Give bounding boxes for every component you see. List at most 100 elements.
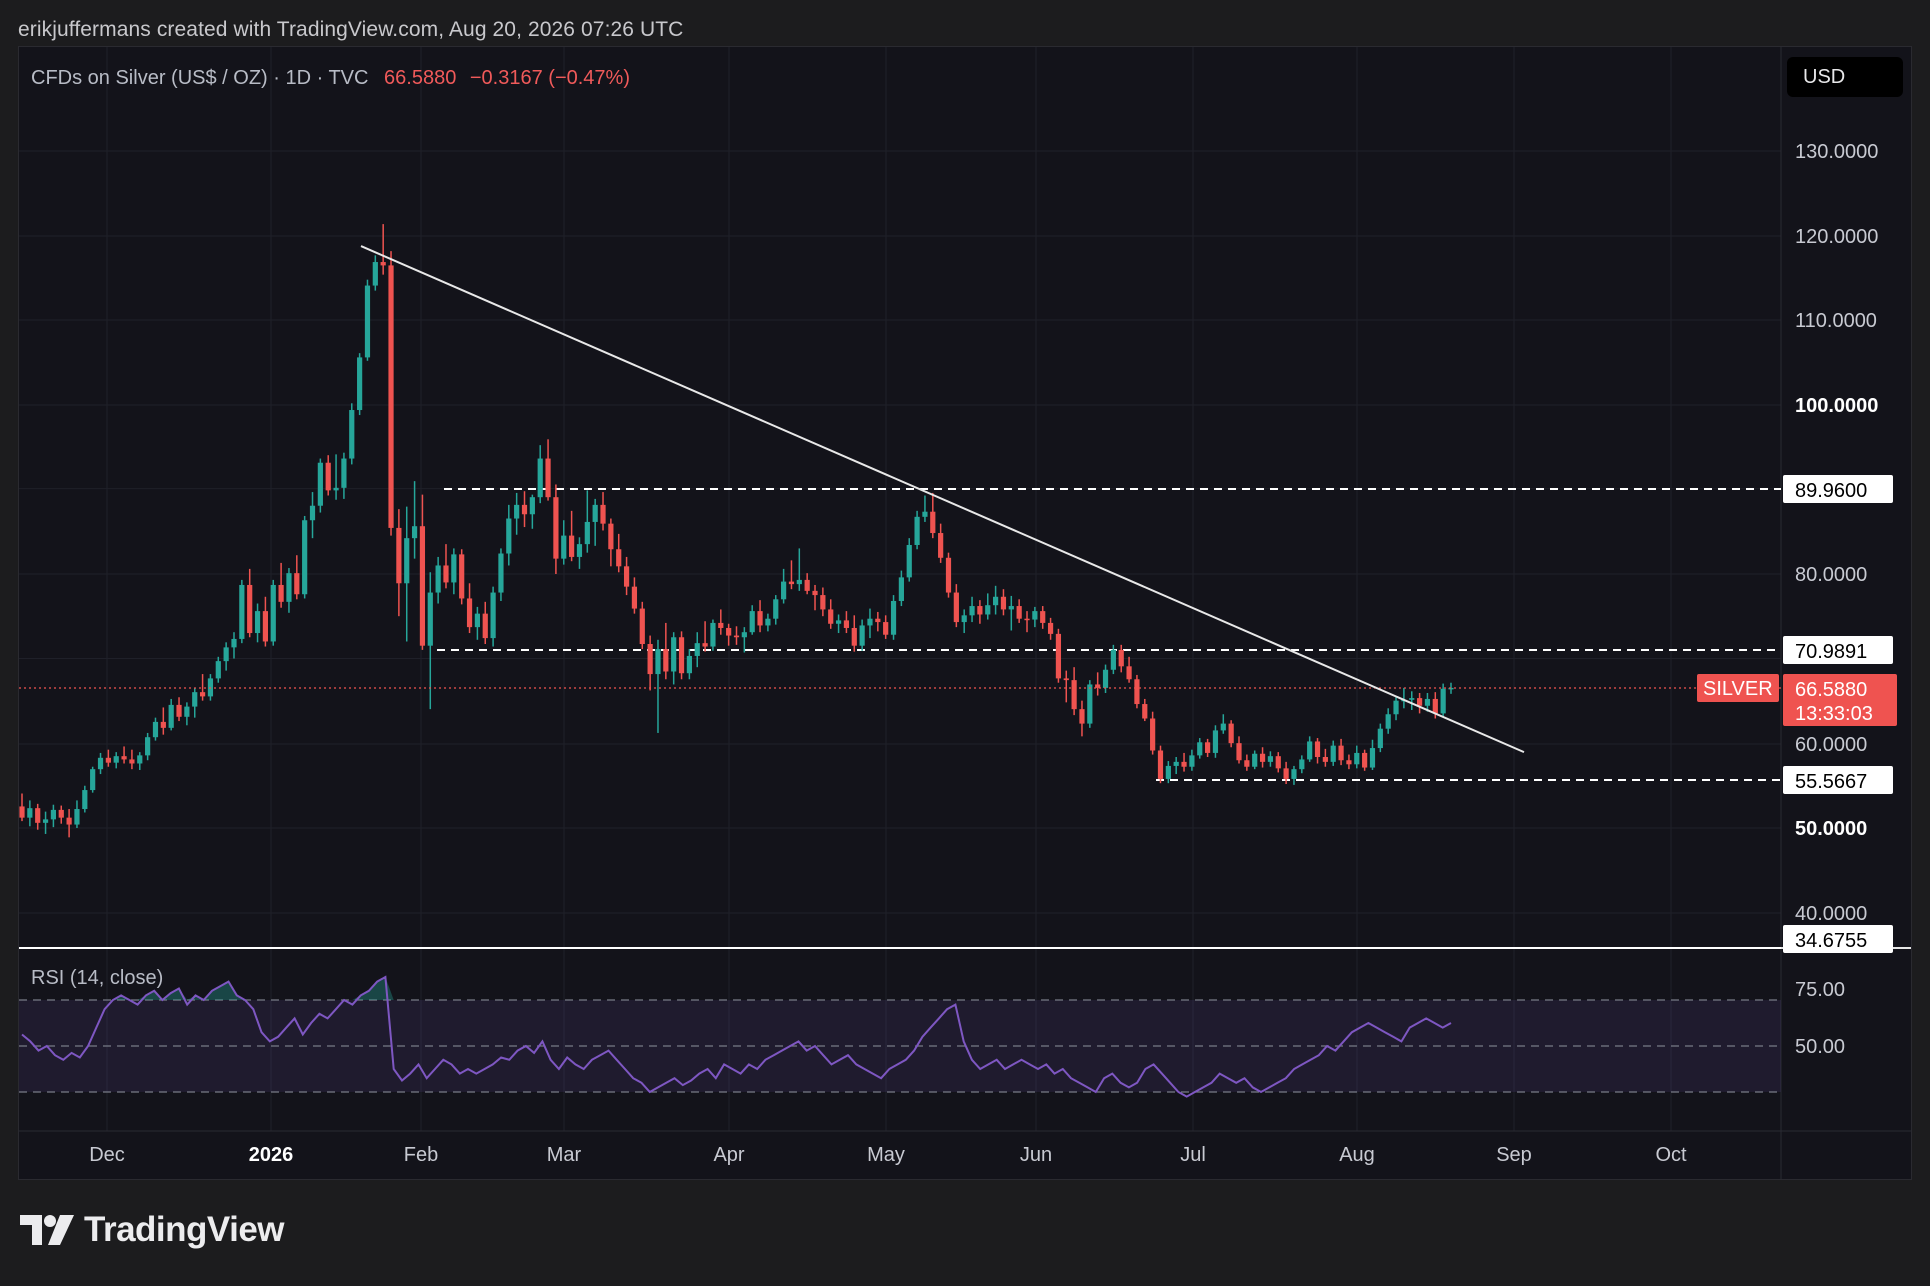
chart-credit: erikjuffermans created with TradingView.… — [18, 18, 684, 41]
candle-body — [137, 755, 143, 764]
candle-body — [50, 809, 57, 820]
candle-body — [1102, 669, 1109, 688]
candle-body — [1440, 688, 1446, 714]
candle-body — [270, 584, 276, 642]
candle-body — [655, 649, 661, 675]
candle-body — [145, 737, 151, 756]
candle-body — [121, 756, 127, 760]
candle-body — [514, 504, 520, 519]
rsi-legend[interactable]: RSI (14, close) — [31, 967, 164, 989]
candle-body — [1330, 745, 1336, 762]
candle-body — [639, 608, 645, 645]
candle-body — [545, 458, 551, 498]
candle-body — [309, 505, 316, 521]
candle-body — [686, 655, 692, 674]
time-tick-label: Sep — [1496, 1144, 1532, 1166]
time-tick-label: Aug — [1339, 1144, 1375, 1166]
candle-body — [569, 535, 575, 557]
candle-body — [922, 511, 928, 517]
candle-body — [35, 808, 41, 823]
candle-body — [364, 285, 371, 358]
candle-body — [380, 262, 386, 266]
descending-trendline — [360, 245, 1525, 754]
candle-body — [262, 611, 269, 642]
candle-body — [521, 504, 528, 515]
candle-body — [592, 504, 598, 522]
candle-body — [168, 704, 174, 728]
symbol-tag-label: SILVER — [1703, 678, 1773, 700]
candle-body — [482, 613, 488, 639]
candle-body — [184, 706, 190, 717]
time-tick-label: Jun — [1020, 1144, 1052, 1166]
candle-body — [781, 581, 787, 600]
candle-body — [1267, 756, 1274, 762]
tradingview-brand[interactable]: TradingView — [20, 1210, 285, 1250]
candle-body — [1283, 768, 1289, 779]
time-tick-label: Jul — [1180, 1144, 1206, 1166]
candle-body — [1275, 756, 1281, 769]
candle-body — [1314, 741, 1321, 757]
time-tick-label: 2026 — [249, 1144, 294, 1166]
price-tick-label: 120.0000 — [1795, 226, 1878, 248]
candle-body — [1409, 698, 1415, 700]
candle-body — [953, 592, 959, 623]
brand-name: TradingView — [84, 1210, 285, 1249]
candle-body — [969, 606, 975, 616]
candle-body — [396, 527, 402, 584]
candle-body — [718, 622, 724, 628]
candle-body — [1338, 745, 1344, 761]
candle-body — [938, 533, 944, 558]
candle-body — [97, 757, 104, 770]
chart-canvas[interactable]: 130.0000 120.0000 110.0000 100.0000 80.0000 6… — [19, 47, 1912, 1180]
candle-body — [404, 538, 410, 584]
candle-body — [152, 721, 159, 738]
candle-body — [247, 584, 253, 634]
candle-body — [1016, 606, 1022, 619]
candle-body — [357, 357, 363, 411]
candle-body — [176, 704, 182, 717]
candle-body — [898, 577, 904, 601]
currency-button[interactable]: USD — [1787, 57, 1903, 97]
candle-body — [616, 549, 622, 567]
candle-body — [1228, 723, 1234, 744]
candle-body — [498, 553, 504, 593]
time-tick-label: Feb — [404, 1144, 438, 1166]
candle-body — [254, 611, 261, 634]
price-level-label: 34.6755 — [1795, 930, 1867, 952]
candle-body — [1110, 649, 1116, 670]
candle-body — [333, 487, 339, 491]
price-level-label: 89.9600 — [1795, 480, 1867, 502]
last-price-tag-value: 66.5880 — [1795, 679, 1867, 701]
candle-body — [1087, 684, 1093, 724]
candle-body — [1204, 742, 1211, 753]
candle-body — [733, 635, 740, 638]
candle-body — [1134, 679, 1140, 705]
candle-body — [1157, 750, 1164, 779]
candle-body — [42, 819, 49, 823]
candle-body — [600, 504, 606, 524]
candle-body — [302, 520, 308, 595]
time-tick-label: Apr — [713, 1144, 744, 1166]
candle-body — [757, 611, 763, 626]
candle-body — [1181, 761, 1187, 767]
symbol-tag-bg — [1697, 674, 1779, 702]
rsi-line — [21, 975, 1452, 1098]
candle-body — [1118, 649, 1124, 667]
candle-body — [113, 756, 119, 763]
candle-body — [1008, 606, 1014, 610]
candle-body — [466, 598, 473, 628]
candle-body — [443, 565, 449, 583]
candle-body — [223, 647, 229, 662]
candle-body — [1393, 700, 1399, 715]
candle-body — [843, 620, 850, 628]
candle-body — [1236, 743, 1242, 761]
candle-body — [631, 586, 638, 609]
chart-panel[interactable]: 130.0000 120.0000 110.0000 100.0000 80.0000 6… — [18, 46, 1912, 1180]
symbol-title[interactable]: CFDs on Silver (US$ / OZ) · 1D · TVC — [31, 67, 369, 89]
time-tick-label: May — [867, 1144, 905, 1166]
candle-body — [1063, 678, 1069, 681]
candle-body — [1377, 728, 1383, 749]
candle-body — [474, 613, 480, 628]
candle-body — [1095, 684, 1101, 688]
candle-body — [1416, 698, 1423, 706]
